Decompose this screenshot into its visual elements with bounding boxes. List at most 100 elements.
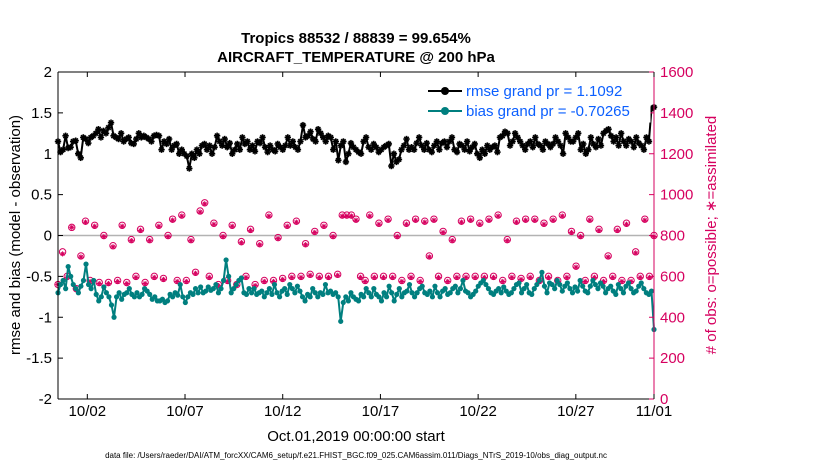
rmse-series-point <box>330 146 337 153</box>
bias-series-point <box>414 290 420 296</box>
rmse-series-point <box>95 126 102 133</box>
rmse-series-point <box>249 142 256 149</box>
rmse-series-point <box>448 134 456 141</box>
bias-series-point <box>345 298 351 304</box>
assimilated-obs-point <box>463 274 469 280</box>
bias-series-point <box>539 269 545 275</box>
legend-box <box>423 79 651 123</box>
assimilated-obs-point <box>545 274 552 280</box>
rmse-series-point <box>559 150 567 157</box>
assimilated-obs-point <box>82 219 89 225</box>
assimilated-obs-point <box>523 217 529 223</box>
rmse-series-point <box>165 135 173 143</box>
assimilated-obs-point <box>170 217 176 223</box>
rmse-series-point <box>509 138 516 145</box>
rmse-series-point <box>577 146 584 153</box>
assimilated-obs-point <box>596 227 602 233</box>
x-tick-label: 11/01 <box>636 403 672 420</box>
rmse-series-point <box>585 146 592 153</box>
bias-series-point <box>389 290 395 296</box>
assimilated-obs-point <box>243 274 249 280</box>
assimilated-obs-point <box>302 242 309 248</box>
possible-obs-point <box>68 223 76 232</box>
bias-series-point <box>338 318 344 324</box>
bias-series-point <box>284 291 290 297</box>
bias-series-point <box>496 286 502 292</box>
rmse-series-point <box>529 144 536 151</box>
assimilated-obs-point <box>128 238 134 244</box>
bias-series-point <box>396 286 402 292</box>
bias-series-point <box>452 283 458 289</box>
assimilated-obs-point <box>110 244 116 250</box>
bias-series-point <box>63 286 69 292</box>
bias-series-point <box>592 281 599 288</box>
chart-title-line2: AIRCRAFT_TEMPERATURE @ 200 hPa <box>217 49 495 66</box>
bias-series-point <box>457 286 464 292</box>
bias-series-point <box>427 288 433 294</box>
rmse-series-point <box>557 142 564 149</box>
bias-series-point <box>518 290 525 296</box>
rmse-series-point <box>259 134 266 141</box>
bias-series-point <box>106 294 112 300</box>
bias-series-point <box>103 290 109 296</box>
bias-series-point <box>266 286 273 292</box>
bias-series-point <box>534 281 540 288</box>
bias-series-point <box>289 286 295 292</box>
rmse-series-point <box>420 146 428 153</box>
bias-series-point <box>238 275 244 281</box>
assimilated-obs-point <box>445 278 451 285</box>
rmse-series-point <box>115 135 122 143</box>
rmse-series-point <box>466 148 473 155</box>
y-tick-label-left: -1 <box>39 309 52 326</box>
x-tick-label: 10/22 <box>459 403 497 420</box>
bias-series-point <box>473 288 479 294</box>
rmse-series-point <box>85 139 92 147</box>
bias-series-point <box>580 283 586 289</box>
bias-series-point <box>228 290 234 296</box>
assimilated-obs-point <box>293 219 299 225</box>
assimilated-obs-point <box>348 213 355 219</box>
assimilated-obs-point <box>587 217 593 223</box>
bias-series-point <box>585 290 591 296</box>
assimilated-obs-point <box>229 223 235 229</box>
bias-series-point <box>355 298 362 304</box>
assimilated-obs-point <box>142 280 148 287</box>
x-tick-label: 10/02 <box>69 403 107 420</box>
y-tick-label-right: 800 <box>660 228 685 245</box>
bias-series-point <box>419 283 425 289</box>
bias-series-point <box>603 290 609 296</box>
rmse-series-point <box>345 150 352 157</box>
bias-series-point <box>628 286 634 292</box>
assimilated-obs-point <box>454 274 460 280</box>
rmse-series-point <box>183 153 190 160</box>
assimilated-obs-point <box>500 278 506 285</box>
bias-series-point <box>294 283 301 289</box>
bias-series-point <box>485 286 492 292</box>
assimilated-obs-point <box>202 201 208 207</box>
bias-series-point <box>378 298 385 304</box>
rmse-series-point <box>484 142 491 149</box>
rmse-series-point <box>224 144 231 151</box>
bias-series-point <box>75 290 81 296</box>
rmse-series-point <box>549 140 557 148</box>
bias-series-point <box>620 290 627 296</box>
rmse-series-point <box>431 142 438 149</box>
bias-series-point <box>220 277 227 284</box>
y-tick-label-right: 400 <box>660 309 685 326</box>
bias-series-point <box>429 294 436 300</box>
rmse-series-point <box>297 138 304 145</box>
assimilated-obs-point <box>280 276 286 283</box>
assimilated-obs-point <box>376 221 382 227</box>
rmse-series-point <box>77 154 84 162</box>
bias-series-point <box>541 283 548 289</box>
y-tick-label-left: 0.5 <box>31 187 52 204</box>
rmse-series-point <box>130 140 137 148</box>
assimilated-obs-point <box>330 233 336 240</box>
assimilated-obs-point <box>527 274 533 280</box>
rmse-series-point <box>605 126 612 133</box>
bias-series-point <box>531 286 537 292</box>
bias-series-point <box>164 298 171 304</box>
rmse-series-point <box>428 148 435 156</box>
rmse-series-point <box>155 132 163 139</box>
